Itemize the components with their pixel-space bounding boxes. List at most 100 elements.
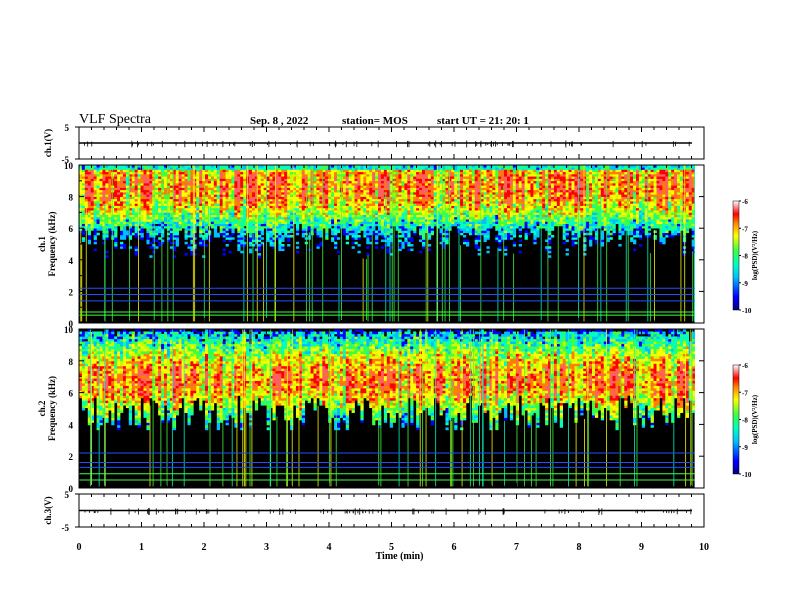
- spectrogram-cell: [369, 219, 373, 222]
- spectrogram-cell: [433, 205, 437, 209]
- spectrogram-cell: [451, 214, 455, 218]
- spectrogram-cell: [175, 237, 179, 240]
- spectrogram-cell: [357, 223, 361, 227]
- spectrogram-cell: [140, 167, 144, 170]
- spectrogram-cell: [319, 187, 323, 191]
- spectrogram-cell: [354, 237, 358, 240]
- spectrogram-cell: [486, 180, 490, 184]
- spectrogram-cell: [319, 198, 323, 202]
- spectrogram-cell: [504, 176, 508, 179]
- spectrogram-cell: [213, 194, 218, 197]
- chart-title: VLF Spectra: [79, 112, 151, 127]
- spectrogram-cell: [354, 201, 358, 204]
- spectrogram-cell: [184, 237, 188, 240]
- spectrogram-cell: [140, 219, 144, 222]
- spectrogram-cell: [228, 207, 232, 211]
- spectrogram-cell: [348, 230, 352, 234]
- spectrogram-cell: [96, 176, 100, 179]
- spectrogram-cell: [290, 176, 294, 179]
- spectrogram-cell: [474, 239, 478, 243]
- spectrogram-cell: [96, 198, 100, 202]
- spectrogram-cell: [166, 187, 171, 191]
- spectrogram-cell: [137, 214, 141, 218]
- spectrogram-cell: [181, 171, 185, 175]
- spectrogram-cell: [131, 183, 135, 186]
- spectrogram-cell: [190, 167, 194, 170]
- spectrogram-cell: [419, 250, 423, 254]
- spectrogram-cell: [161, 225, 165, 229]
- spectrogram-cell: [281, 174, 285, 177]
- spectrogram-cell: [401, 234, 405, 238]
- spectrogram-cell: [249, 185, 253, 188]
- spectrogram-cell: [398, 165, 402, 168]
- spectrogram-cell: [468, 207, 473, 211]
- spectrogram-cell: [272, 192, 276, 195]
- spectrogram-cell: [175, 192, 179, 195]
- spectrogram-cell: [419, 183, 423, 186]
- spectrogram-cell: [465, 171, 470, 175]
- spectrogram-cell: [492, 198, 496, 202]
- spectrogram-cell: [407, 203, 411, 206]
- spectrogram-cell: [369, 174, 373, 177]
- spectrogram-cell: [316, 201, 320, 204]
- spectrogram-cell: [284, 221, 288, 224]
- spectrogram-cell: [433, 183, 437, 186]
- spectrogram-cell: [169, 228, 174, 231]
- spectrogram-cell: [398, 205, 402, 209]
- spectrogram-cell: [328, 171, 332, 175]
- spectrogram-cell: [477, 183, 481, 186]
- spectrogram-cell: [219, 165, 223, 168]
- spectrogram-cell: [143, 214, 147, 218]
- spectrogram-cell: [460, 192, 464, 195]
- spectrogram-cell: [489, 192, 493, 195]
- spectrogram-cell: [199, 167, 203, 170]
- spectrogram-cell: [231, 174, 235, 177]
- spectrogram-cell: [380, 187, 385, 191]
- spectrogram-cell: [225, 176, 229, 179]
- spectrogram-cell: [187, 192, 191, 195]
- spectrogram-cell: [155, 216, 159, 220]
- spectrogram-cell: [187, 214, 191, 218]
- spectrogram-cell: [416, 210, 420, 213]
- spectrogram-cell: [187, 203, 191, 206]
- spectrogram-cell: [401, 180, 405, 184]
- spectrogram-cell: [149, 189, 153, 193]
- spectrogram-cell: [404, 178, 408, 182]
- spectrogram-cell: [190, 201, 194, 204]
- spectrogram-cell: [175, 221, 179, 224]
- spectrogram-cell: [158, 212, 162, 215]
- spectrogram-cell: [378, 210, 382, 213]
- spectrogram-cell: [407, 187, 411, 191]
- spectrogram-cell: [380, 171, 385, 175]
- spectrogram-cell: [313, 205, 317, 209]
- spectrogram-cell: [407, 196, 411, 200]
- spectrogram-cell: [99, 228, 103, 231]
- spectrogram-cell: [128, 203, 133, 206]
- spectrogram-cell: [395, 212, 399, 215]
- spectrogram-cell: [290, 230, 294, 234]
- spectrogram-cell: [454, 198, 458, 202]
- spectrogram-cell: [240, 192, 244, 195]
- spectrogram-cell: [501, 223, 505, 227]
- spectrogram-cell: [117, 183, 121, 186]
- spectrogram-cell: [102, 187, 106, 191]
- spectrogram-cell: [430, 219, 435, 222]
- spectrogram-cell: [331, 194, 335, 197]
- spectrogram-cell: [158, 196, 162, 200]
- spectrogram-cell: [243, 232, 247, 236]
- spectrogram-cell: [383, 167, 388, 170]
- spectrogram-cell: [507, 219, 511, 222]
- spectrogram-cell: [407, 189, 411, 193]
- spectrogram-cell: [448, 169, 452, 173]
- spectrogram-cell: [507, 210, 511, 213]
- spectrogram-cell: [260, 223, 264, 227]
- spectrogram-cell: [451, 176, 455, 179]
- spectrogram-cell: [439, 180, 443, 184]
- spectrogram-cell: [196, 178, 200, 182]
- spectrogram-cell: [161, 203, 165, 206]
- spectrogram-cell: [108, 198, 112, 202]
- spectrogram-cell: [351, 169, 355, 173]
- spectrogram-cell: [378, 203, 382, 206]
- spectrogram-cell: [120, 171, 124, 175]
- spectrogram-cell: [96, 183, 100, 186]
